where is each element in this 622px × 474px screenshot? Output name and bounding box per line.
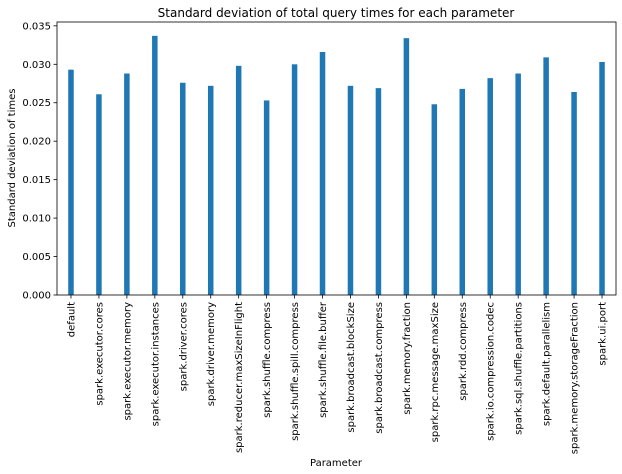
bar-spark-sql-shuffle-partitions (515, 73, 521, 296)
x-tick-label: spark.memory.fraction (402, 302, 413, 415)
x-axis-label: Parameter (310, 458, 363, 469)
axes-frame (56, 21, 617, 296)
bar-spark-default-parallelism (543, 57, 549, 296)
x-tick-label: spark.executor.memory (122, 302, 133, 421)
x-tick-label: spark.shuffle.file.buffer (318, 301, 329, 418)
x-tick-label: spark.sql.shuffle.partitions (514, 302, 525, 435)
x-tick-label: spark.reducer.maxSizeInFlight (234, 302, 245, 453)
bar-spark-broadcast-compress (375, 88, 382, 295)
x-tick-label: spark.io.compression.codec (486, 302, 497, 441)
x-tick-label: spark.broadcast.compress (374, 302, 385, 434)
y-tick-label: 0.015 (22, 175, 51, 186)
bar-spark-driver-cores (180, 82, 186, 295)
x-tick-label: spark.driver.cores (178, 302, 189, 391)
x-tick-label: spark.broadcast.blockSize (346, 302, 357, 433)
bar-spark-executor-cores (96, 94, 102, 295)
plot-area: default spark.executor.cores spark.executo… (22, 21, 617, 454)
y-tick-label: 0.000 (22, 291, 51, 302)
x-tick-label: spark.shuffle.compress (262, 302, 273, 418)
x-tick-label: spark.rdd.compress (458, 302, 469, 401)
bar-spark-shuffle-compress (263, 100, 270, 295)
x-tick-label: spark.shuffle.spill.compress (290, 302, 301, 441)
y-tick-label: 0.025 (22, 98, 51, 109)
y-tick-label: 0.020 (22, 137, 51, 148)
x-tick-label: spark.default.parallelism (542, 302, 553, 426)
x-tick-label: spark.driver.memory (206, 302, 217, 406)
bar-spark-executor-instances (152, 35, 158, 296)
bar-spark-rdd-compress (459, 88, 466, 296)
x-tick-label: spark.ui.port (598, 302, 609, 366)
bar-spark-driver-memory (207, 85, 214, 295)
y-tick-label: 0.005 (22, 252, 51, 263)
bar-spark-reducer-maxSizeInFlight (235, 65, 242, 295)
bar-spark-shuffle-file-buffer (319, 51, 326, 295)
x-tick-label: spark.executor.instances (150, 302, 161, 426)
x-tick-label: default (66, 302, 77, 337)
bar-spark-memory-storageFraction (571, 91, 577, 295)
chart-title: Standard deviation of total query times … (158, 6, 515, 20)
y-axis-label: Standard deviation of times (7, 89, 18, 228)
x-tick-label: spark.rpc.message.maxSize (430, 302, 441, 442)
y-tick-label: 0.030 (22, 60, 51, 71)
bar-spark-io-compression-codec (487, 78, 493, 295)
bar-spark-broadcast-blockSize (347, 85, 354, 295)
y-tick-label: 0.010 (22, 214, 51, 225)
y-tick-label: 0.035 (22, 21, 51, 32)
x-tick-label: spark.executor.cores (94, 302, 105, 406)
bar-default (68, 69, 74, 296)
bar-spark-executor-memory (124, 73, 130, 296)
bar-spark-ui-port (599, 61, 605, 295)
bar-spark-shuffle-spill-compress (291, 64, 298, 295)
x-tick-label: spark.memory.storageFraction (570, 302, 581, 454)
bar-spark-rpc-message-maxSize (431, 104, 438, 295)
bar-spark-memory-fraction (403, 38, 410, 296)
